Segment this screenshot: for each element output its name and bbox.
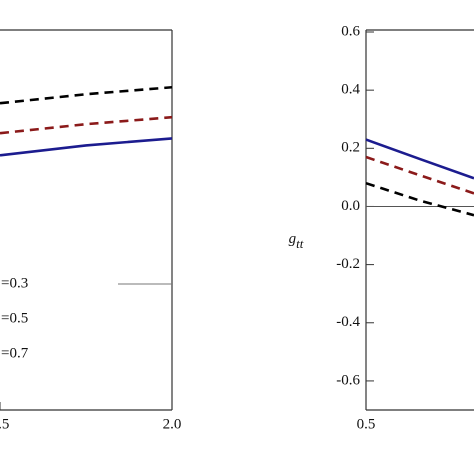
legend-label: =0.5	[1, 310, 28, 326]
y-tick-label: 0.0	[341, 198, 360, 214]
series-line	[365, 181, 474, 217]
legend-label: =0.7	[1, 345, 29, 361]
series-line	[0, 137, 173, 157]
series-line	[365, 155, 474, 195]
y-label-sub: tt	[296, 236, 304, 251]
y-axis-label: gtt	[289, 231, 304, 251]
y-label-main: g	[289, 231, 297, 247]
y-tick-label: 0.4	[341, 82, 360, 98]
x-tick-label: 2.0	[163, 416, 182, 432]
series-line	[0, 115, 173, 135]
series-line	[0, 85, 173, 105]
y-tick-label: 0.6	[341, 23, 360, 39]
y-tick-label: -0.2	[336, 256, 360, 272]
series-line	[365, 138, 474, 180]
x-tick-label: 1.5	[0, 416, 9, 432]
y-tick-label: -0.4	[336, 314, 360, 330]
legend-label: =0.3	[1, 275, 28, 291]
y-tick-label: -0.6	[336, 372, 360, 388]
y-tick-label: 0.2	[341, 140, 360, 156]
x-tick-label: 0.5	[357, 416, 376, 432]
